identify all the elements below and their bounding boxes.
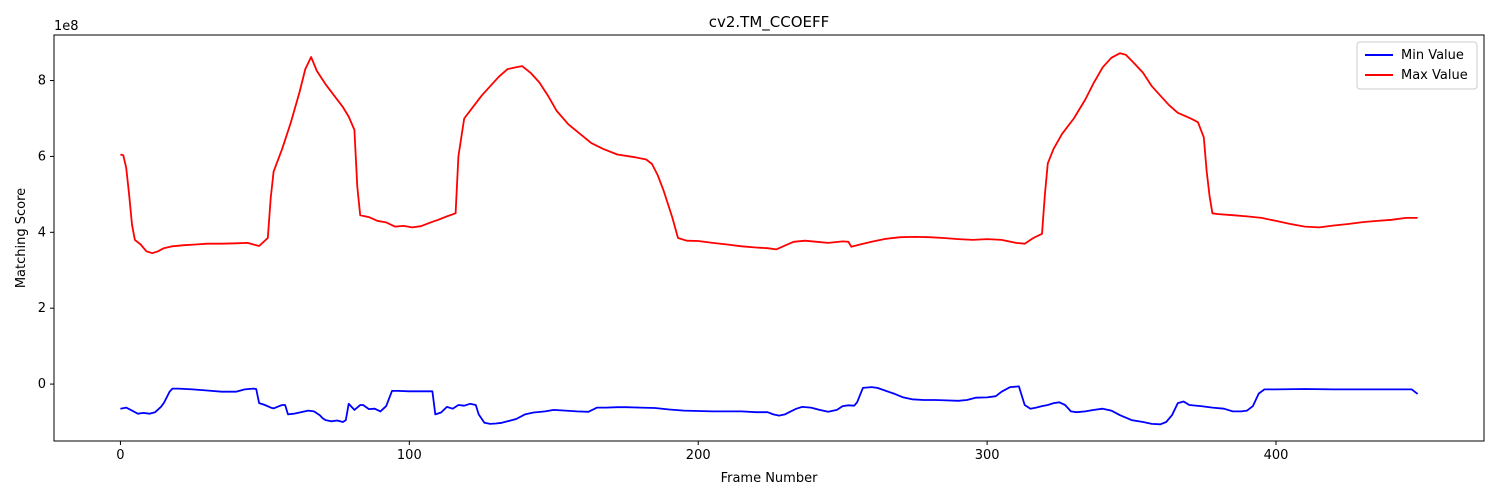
y-tick-label: 6 xyxy=(38,149,46,164)
legend-label-min: Min Value xyxy=(1401,48,1464,63)
y-axis-label: Matching Score xyxy=(14,188,29,288)
x-axis-ticks: 0 100 200 300 400 xyxy=(116,441,1288,463)
x-tick-label: 100 xyxy=(397,448,422,463)
legend: Min Value Max Value xyxy=(1356,41,1478,90)
y-tick-label: 8 xyxy=(38,74,46,89)
x-axis-label: Frame Number xyxy=(721,471,819,486)
x-tick-label: 400 xyxy=(1264,448,1289,463)
y-axis-ticks: 0 2 4 6 8 xyxy=(38,74,54,392)
series-layer xyxy=(120,52,1419,426)
plot-area xyxy=(54,35,1484,441)
series-line-max-value xyxy=(120,52,1418,255)
y-tick-label: 2 xyxy=(38,301,46,316)
x-tick-label: 300 xyxy=(975,448,1000,463)
y-axis-offset-label: 1e8 xyxy=(54,19,79,34)
plot-frame xyxy=(53,34,1485,442)
y-tick-label: 0 xyxy=(38,377,46,392)
y-tick-label: 4 xyxy=(38,225,46,240)
x-tick-label: 200 xyxy=(686,448,711,463)
legend-box xyxy=(1356,41,1478,90)
x-tick-label: 0 xyxy=(116,448,124,463)
series-line-min-value xyxy=(120,385,1419,426)
legend-label-max: Max Value xyxy=(1401,68,1468,83)
chart-title: cv2.TM_CCOEFF xyxy=(709,13,830,32)
